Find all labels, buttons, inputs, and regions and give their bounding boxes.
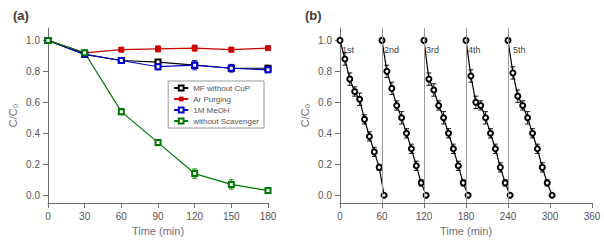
svg-text:180: 180 bbox=[458, 211, 475, 222]
svg-text:60: 60 bbox=[376, 211, 388, 222]
svg-text:(b): (b) bbox=[305, 8, 322, 23]
svg-text:90: 90 bbox=[152, 211, 164, 222]
svg-text:4th: 4th bbox=[468, 45, 481, 55]
svg-text:1st: 1st bbox=[342, 45, 355, 55]
svg-text:0.4: 0.4 bbox=[26, 128, 40, 139]
svg-text:0.2: 0.2 bbox=[318, 159, 332, 170]
svg-text:180: 180 bbox=[260, 211, 277, 222]
svg-text:0.2: 0.2 bbox=[26, 159, 40, 170]
svg-text:Time (min): Time (min) bbox=[440, 225, 492, 237]
svg-text:240: 240 bbox=[500, 211, 517, 222]
svg-text:5th: 5th bbox=[513, 45, 526, 55]
svg-text:0.8: 0.8 bbox=[318, 66, 332, 77]
svg-text:3rd: 3rd bbox=[426, 45, 439, 55]
svg-text:0.6: 0.6 bbox=[318, 97, 332, 108]
svg-text:300: 300 bbox=[542, 211, 559, 222]
svg-text:0: 0 bbox=[45, 211, 51, 222]
svg-text:30: 30 bbox=[79, 211, 91, 222]
svg-text:60: 60 bbox=[116, 211, 128, 222]
svg-text:0.4: 0.4 bbox=[318, 128, 332, 139]
svg-text:1M MeOH: 1M MeOH bbox=[193, 106, 230, 115]
svg-text:120: 120 bbox=[186, 211, 203, 222]
svg-text:2nd: 2nd bbox=[384, 45, 399, 55]
svg-text:without Scavenger: without Scavenger bbox=[192, 117, 259, 126]
svg-text:(a): (a) bbox=[13, 8, 29, 23]
svg-text:MF without CuP: MF without CuP bbox=[193, 84, 250, 93]
svg-text:360: 360 bbox=[584, 211, 601, 222]
svg-text:0.0: 0.0 bbox=[318, 190, 332, 201]
svg-text:0.8: 0.8 bbox=[26, 66, 40, 77]
svg-text:0: 0 bbox=[337, 211, 343, 222]
svg-text:0.0: 0.0 bbox=[26, 190, 40, 201]
svg-text:Ar Purging: Ar Purging bbox=[193, 95, 231, 104]
svg-text:0.6: 0.6 bbox=[26, 97, 40, 108]
svg-text:1.0: 1.0 bbox=[26, 35, 40, 46]
svg-text:C/C₀: C/C₀ bbox=[7, 104, 19, 128]
svg-text:C/C₀: C/C₀ bbox=[299, 104, 311, 128]
svg-text:120: 120 bbox=[416, 211, 433, 222]
svg-text:1.0: 1.0 bbox=[318, 35, 332, 46]
svg-text:150: 150 bbox=[223, 211, 240, 222]
svg-text:Time (min): Time (min) bbox=[132, 225, 184, 237]
